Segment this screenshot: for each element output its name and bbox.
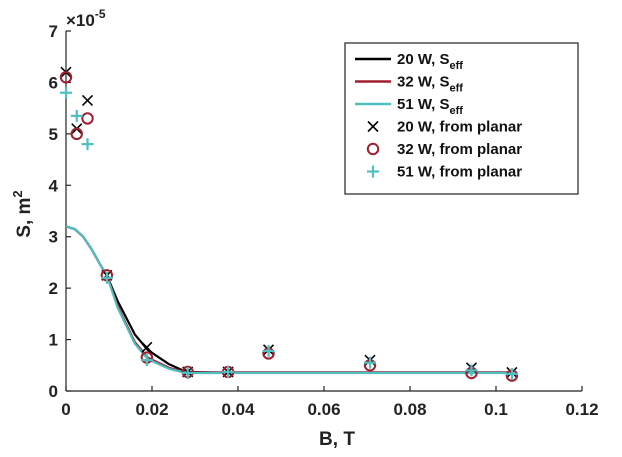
line-series-0 — [65, 225, 514, 374]
legend-label: 20 W, from planar — [397, 119, 522, 136]
data-point — [141, 341, 153, 353]
legend-label: 32 W, Seff — [397, 74, 463, 95]
y-tick-label: 5 — [49, 125, 58, 144]
x-axis-label: B, T — [319, 429, 355, 450]
data-point — [465, 364, 478, 377]
x-tick-label: 0 — [61, 400, 70, 419]
y-tick-label: 2 — [49, 279, 58, 298]
y-tick-label: 3 — [49, 228, 58, 247]
y-axis-label-main: S, m — [14, 198, 35, 238]
legend-swatch — [366, 142, 380, 156]
legend-box — [344, 42, 579, 195]
series-line — [65, 225, 514, 375]
series-line — [65, 225, 514, 374]
series-line — [65, 225, 514, 374]
legend-entry: 20 W, from planar — [367, 119, 522, 136]
y-tick-label: 4 — [49, 176, 59, 195]
x-tick-label: 0.12 — [565, 400, 598, 419]
legend-entry: 32 W, Seff — [355, 74, 463, 95]
y-tick-label: 0 — [49, 382, 58, 401]
legend-label: 51 W, from planar — [397, 164, 522, 181]
y-tick-label: 6 — [49, 73, 58, 92]
legend-label: 51 W, Seff — [397, 96, 463, 117]
y-axis-label: S, m2 — [10, 190, 35, 237]
y-tick-label: 7 — [49, 22, 58, 41]
y-multiplier-exponent: -5 — [95, 7, 106, 21]
data-point — [70, 127, 83, 141]
y-axis-label-sup: 2 — [10, 190, 25, 197]
x-tick-label: 0.02 — [135, 400, 168, 419]
tick-labels: 0 0.02 0.04 0.06 0.08 0.1 0.12 0 1 2 3 4 5 6 7 — [49, 22, 599, 419]
line-series-1 — [65, 225, 514, 374]
data-point — [181, 367, 194, 379]
legend-entry: 32 W, from planar — [366, 141, 522, 158]
y-multiplier-base: ×10 — [66, 11, 95, 30]
line-series-2 — [65, 225, 514, 375]
data-point — [364, 356, 377, 369]
data-point — [70, 109, 83, 122]
data-point — [81, 94, 94, 106]
legend-entry: 51 W, Seff — [355, 96, 463, 117]
data-point — [100, 271, 113, 284]
data-point — [262, 344, 275, 357]
x-tick-label: 0.1 — [484, 400, 508, 419]
marker-series-5 — [60, 86, 518, 381]
x-tick-label: 0.04 — [221, 400, 255, 419]
data-point — [81, 112, 94, 125]
legend-entry: 20 W, Seff — [355, 51, 463, 72]
data-point — [505, 368, 518, 381]
legend-entry: 51 W, from planar — [367, 164, 522, 181]
svg-text:S, m2: S, m2 — [10, 190, 35, 237]
legend-swatch — [367, 165, 379, 178]
plot-area — [59, 66, 519, 382]
x-tick-label: 0.06 — [307, 400, 340, 419]
x-tick-label: 0.08 — [393, 400, 426, 419]
y-axis-multiplier: ×10-5 — [66, 7, 106, 30]
data-point — [60, 86, 72, 99]
data-point — [81, 138, 94, 151]
legend-swatch — [367, 120, 379, 133]
data-point — [140, 354, 153, 367]
data-point — [59, 71, 73, 84]
legend-label: 32 W, from planar — [397, 141, 522, 158]
y-tick-label: 1 — [49, 331, 58, 350]
legend-label: 20 W, Seff — [397, 51, 463, 72]
data-point — [222, 365, 235, 378]
